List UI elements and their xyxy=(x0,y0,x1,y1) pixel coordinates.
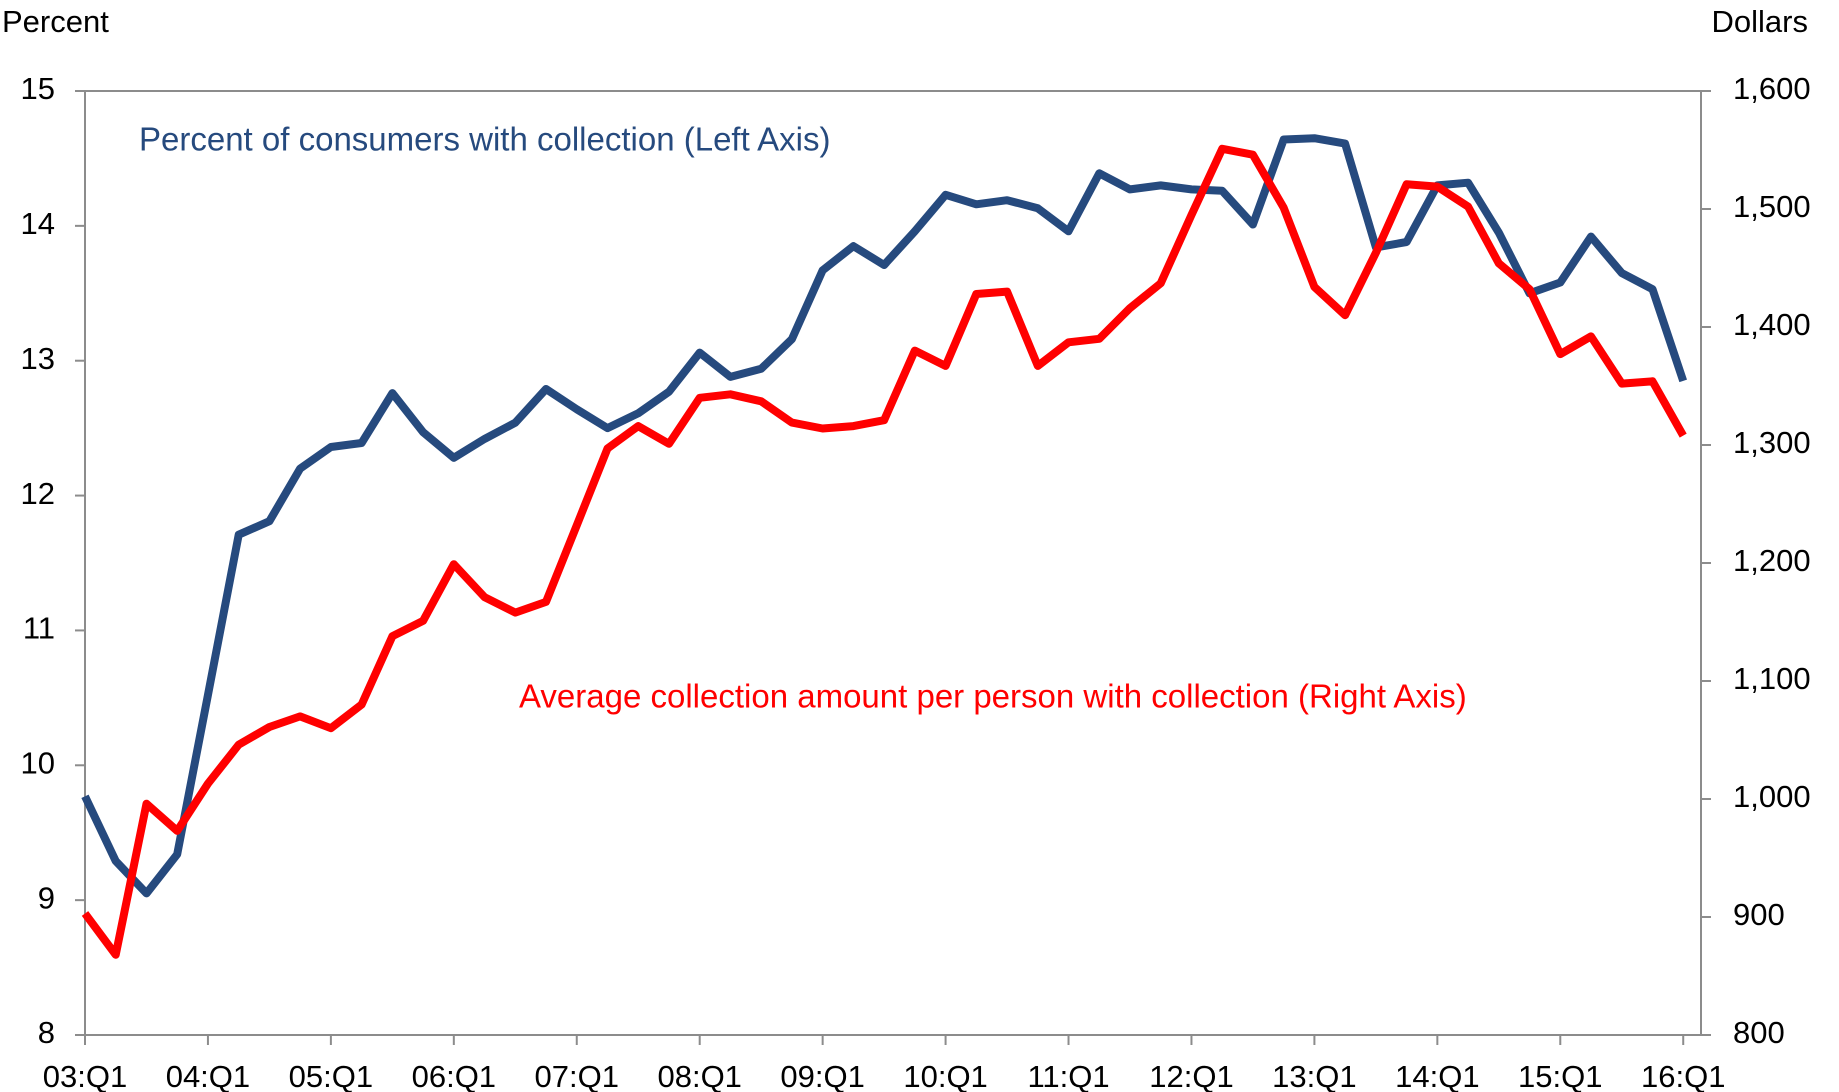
x-tick-label: 14:Q1 xyxy=(1395,1059,1479,1092)
x-tick-label: 04:Q1 xyxy=(166,1059,250,1092)
x-tick-label: 16:Q1 xyxy=(1641,1059,1725,1092)
series-line xyxy=(81,144,1687,959)
x-tick-label: 11:Q1 xyxy=(1027,1059,1109,1092)
x-tick-label: 07:Q1 xyxy=(535,1059,619,1092)
series-label: Percent of consumers with collection (Le… xyxy=(139,121,830,158)
x-tick-label: 09:Q1 xyxy=(780,1059,864,1092)
y-tick-label: 8 xyxy=(38,1015,55,1050)
y-tick-label: 12 xyxy=(21,476,55,511)
x-tick-label: 06:Q1 xyxy=(412,1059,496,1092)
y2-tick-label: 1,600 xyxy=(1733,71,1811,106)
y-tick-label: 15 xyxy=(21,71,55,106)
series-label: Average collection amount per person wit… xyxy=(519,678,1467,715)
y-tick-label: 11 xyxy=(23,611,55,646)
series-line xyxy=(81,134,1687,898)
y2-tick-label: 1,400 xyxy=(1733,307,1811,342)
x-tick-label: 10:Q1 xyxy=(903,1059,987,1092)
x-tick-label: 13:Q1 xyxy=(1272,1059,1356,1092)
plot-frame xyxy=(84,90,1702,1036)
y2-tick-label: 1,500 xyxy=(1733,189,1811,224)
y2-tick-label: 900 xyxy=(1733,897,1785,932)
y2-tick-label: 1,200 xyxy=(1733,543,1811,578)
x-tick-label: 05:Q1 xyxy=(289,1059,373,1092)
y2-axis-title: Dollars xyxy=(1712,4,1808,39)
y2-tick-label: 1,100 xyxy=(1733,661,1811,696)
x-tick-label: 12:Q1 xyxy=(1149,1059,1233,1092)
y2-tick-label: 1,000 xyxy=(1733,779,1811,814)
x-tick-label: 08:Q1 xyxy=(657,1059,741,1092)
y-tick-label: 13 xyxy=(21,341,55,376)
x-tick-label: 15:Q1 xyxy=(1518,1059,1602,1092)
y-axis-title: Percent xyxy=(2,4,109,39)
y-tick-label: 14 xyxy=(21,206,55,241)
y2-tick-label: 1,300 xyxy=(1733,425,1811,460)
y-tick-label: 10 xyxy=(21,745,55,780)
x-tick-label: 03:Q1 xyxy=(43,1059,127,1092)
y-tick-label: 9 xyxy=(38,880,55,915)
y2-tick-label: 800 xyxy=(1733,1015,1785,1050)
